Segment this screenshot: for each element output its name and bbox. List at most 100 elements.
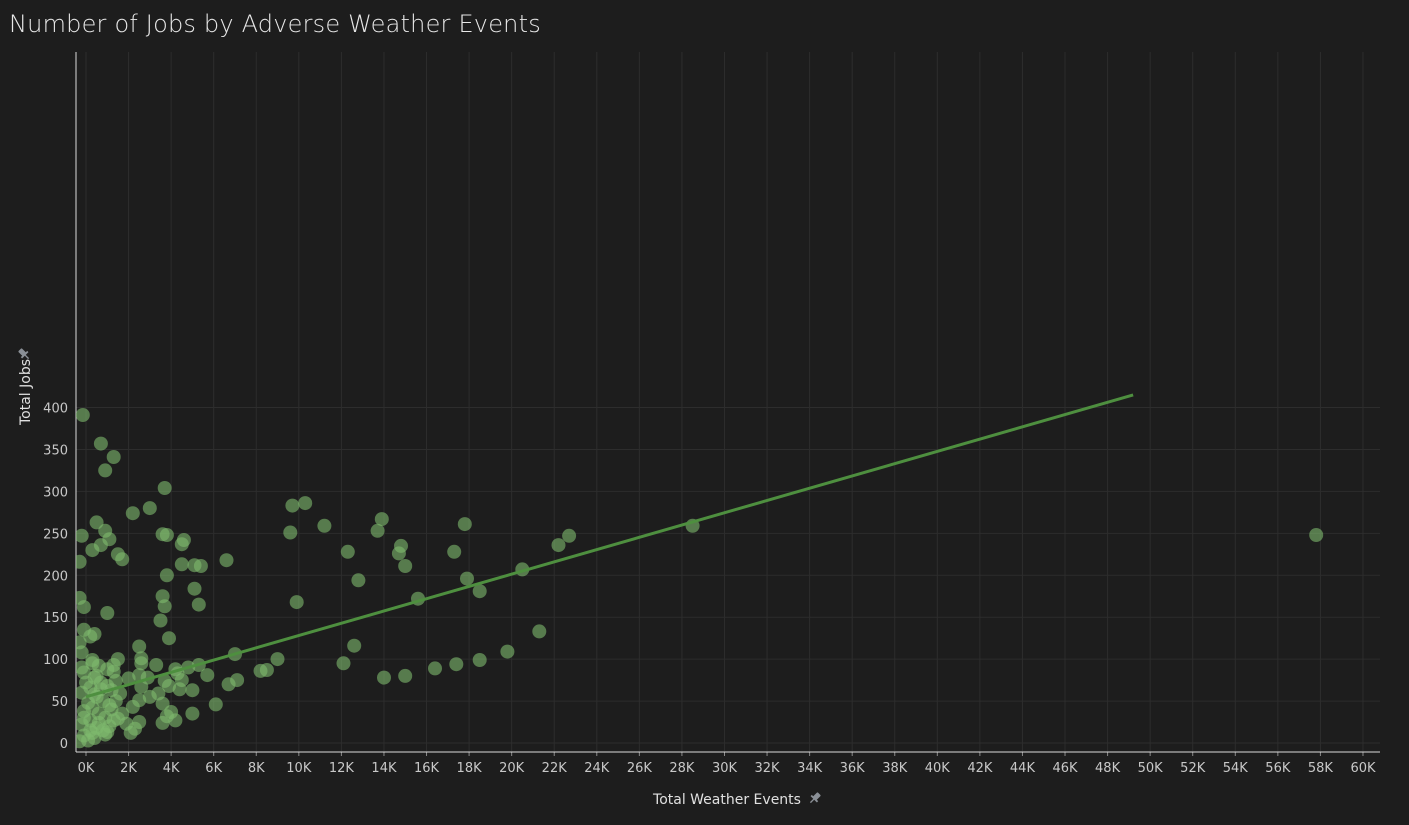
x-axis-pin-icon[interactable]: [807, 791, 822, 806]
scatter-point[interactable]: [98, 463, 113, 478]
scatter-point[interactable]: [104, 702, 119, 717]
scatter-point[interactable]: [75, 528, 89, 543]
scatter-point[interactable]: [100, 606, 115, 620]
scatter-point[interactable]: [85, 656, 100, 671]
scatter-point[interactable]: [472, 584, 487, 599]
scatter-point[interactable]: [347, 638, 362, 653]
scatter-point[interactable]: [377, 670, 391, 685]
scatter-point[interactable]: [551, 538, 566, 553]
scatter-point[interactable]: [76, 710, 91, 725]
scatter-point[interactable]: [174, 557, 189, 572]
grid-lines: [76, 52, 1380, 752]
scatter-point[interactable]: [472, 653, 487, 667]
scatter-point[interactable]: [157, 481, 172, 495]
scatter-point[interactable]: [106, 450, 121, 464]
x-tick-label: 46K: [1052, 761, 1078, 776]
scatter-point[interactable]: [289, 595, 304, 610]
scatter-point[interactable]: [93, 436, 108, 451]
scatter-point[interactable]: [83, 723, 98, 738]
x-tick-label: 54K: [1223, 761, 1249, 776]
scatter-point[interactable]: [76, 408, 90, 422]
scatter-point[interactable]: [208, 697, 223, 712]
scatter-point[interactable]: [76, 600, 91, 615]
trend-line[interactable]: [85, 393, 1134, 699]
y-tick-label: 300: [43, 485, 68, 500]
y-tick-labels: 0 50 100 150 200 250 300 350 400: [43, 402, 68, 753]
scatter-point[interactable]: [159, 568, 174, 583]
scatter-point[interactable]: [283, 525, 298, 540]
x-tick-label: 30K: [712, 761, 738, 776]
scatter-point[interactable]: [149, 658, 164, 672]
scatter-point[interactable]: [73, 734, 87, 749]
scatter-point[interactable]: [73, 554, 87, 569]
scatter-point[interactable]: [142, 689, 157, 704]
scatter-point[interactable]: [89, 515, 104, 530]
scatter-point[interactable]: [185, 706, 200, 721]
scatter-point[interactable]: [125, 506, 140, 521]
scatter-point[interactable]: [193, 559, 208, 573]
scatter-point[interactable]: [153, 613, 168, 628]
scatter-point[interactable]: [562, 528, 577, 543]
data-points[interactable]: [73, 408, 1324, 749]
scatter-point[interactable]: [168, 713, 183, 728]
x-tick-label: 28K: [669, 761, 695, 776]
scatter-point[interactable]: [172, 682, 187, 697]
scatter-point[interactable]: [134, 656, 149, 671]
scatter-point[interactable]: [500, 644, 515, 659]
scatter-point[interactable]: [79, 675, 93, 690]
y-axis-pin-icon[interactable]: [17, 347, 32, 362]
scatter-point[interactable]: [125, 699, 140, 714]
x-tick-label: 42K: [967, 761, 993, 776]
x-tick-label: 58K: [1308, 761, 1334, 776]
scatter-point[interactable]: [1309, 528, 1324, 542]
scatter-point[interactable]: [132, 639, 147, 654]
scatter-point[interactable]: [460, 571, 474, 586]
scatter-point[interactable]: [336, 656, 351, 671]
scatter-point[interactable]: [83, 629, 98, 644]
scatter-point[interactable]: [285, 498, 300, 513]
x-tick-label: 2K: [120, 761, 137, 776]
scatter-point[interactable]: [428, 661, 442, 676]
scatter-point[interactable]: [75, 660, 89, 675]
scatter-point[interactable]: [142, 501, 157, 516]
scatter-point[interactable]: [398, 668, 413, 683]
scatter-point[interactable]: [185, 683, 200, 698]
scatter-point[interactable]: [270, 652, 285, 667]
scatter-point[interactable]: [351, 573, 366, 588]
scatter-point[interactable]: [340, 544, 355, 559]
x-tick-label: 0K: [78, 761, 95, 776]
scatter-point[interactable]: [449, 657, 464, 672]
scatter-point[interactable]: [391, 546, 406, 561]
scatter-point[interactable]: [162, 631, 176, 646]
scatter-point[interactable]: [85, 543, 100, 558]
scatter-point[interactable]: [447, 544, 462, 559]
scatter-point[interactable]: [159, 528, 174, 542]
scatter-point[interactable]: [191, 597, 206, 612]
scatter-point[interactable]: [155, 696, 170, 711]
y-tick-label: 100: [43, 653, 68, 668]
scatter-point[interactable]: [162, 679, 176, 693]
scatter-point[interactable]: [219, 553, 234, 568]
scatter-point[interactable]: [398, 559, 413, 573]
scatter-point[interactable]: [157, 599, 172, 614]
scatter-point[interactable]: [221, 677, 236, 692]
scatter-point[interactable]: [155, 715, 170, 730]
scatter-point[interactable]: [75, 645, 89, 660]
scatter-point[interactable]: [259, 663, 274, 677]
scatter-point[interactable]: [174, 537, 189, 552]
scatter-point[interactable]: [187, 581, 202, 596]
scatter-point[interactable]: [532, 624, 547, 639]
scatter-point[interactable]: [317, 518, 332, 533]
scatter-point[interactable]: [457, 517, 472, 532]
scatter-point[interactable]: [98, 727, 113, 742]
scatter-point[interactable]: [298, 496, 313, 511]
x-tick-label: 18K: [457, 761, 483, 776]
x-tick-label: 16K: [414, 761, 440, 776]
scatter-point[interactable]: [200, 668, 215, 683]
scatter-point[interactable]: [89, 668, 104, 683]
scatter-point[interactable]: [132, 668, 147, 683]
scatter-point[interactable]: [374, 512, 389, 527]
scatter-point[interactable]: [115, 552, 130, 567]
scatter-point[interactable]: [121, 671, 136, 686]
scatter-point[interactable]: [370, 523, 385, 538]
